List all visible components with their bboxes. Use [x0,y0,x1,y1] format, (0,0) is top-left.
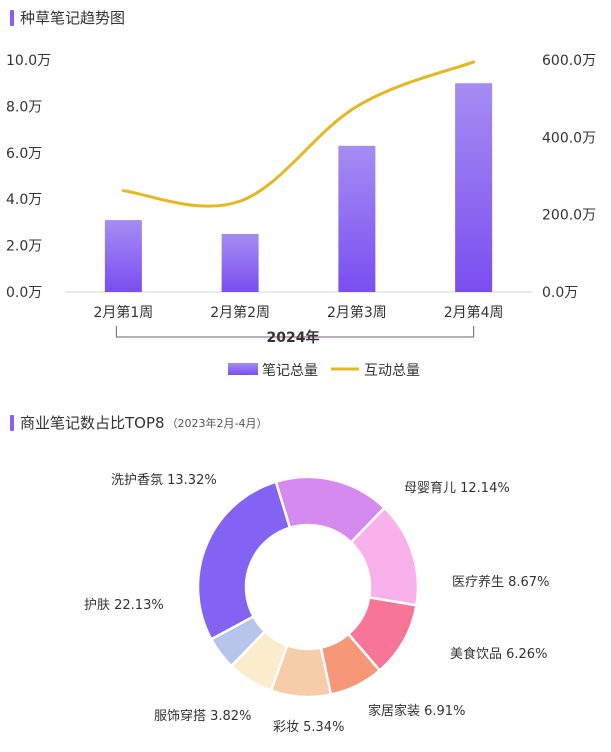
chart-legend: 笔记总量 互动总量 [228,363,420,379]
donut-slice-label: 家居家装 6.91% [368,703,465,719]
trend-title-text: 种草笔记趋势图 [20,9,126,27]
donut-slice-label: 服饰穿搭 3.82% [154,708,251,724]
donut-slice-label: 美食饮品 6.26% [450,646,547,662]
title-accent-bar [10,414,14,431]
share-subtitle-text: （2023年2月-4月） [166,416,268,430]
y-left-tick-label: 0.0万 [6,285,42,301]
legend-swatch-bar [228,363,258,375]
x-tick-label: 2月第4周 [444,304,504,321]
legend-label-line: 互动总量 [364,363,420,379]
x-tick-label: 2月第3周 [327,304,387,321]
y-left-tick-label: 8.0万 [6,99,42,115]
trend-section-title: 种草笔记趋势图 [10,7,125,28]
y-left-tick-label: 10.0万 [6,53,51,69]
y-right-tick-label: 400.0万 [542,130,596,146]
title-accent-bar [10,9,14,26]
notes-trend-chart: 0.0万 2.0万 4.0万 6.0万 8.0万 10.0万 0.0万 200.0万 400.0… [6,53,596,379]
share-section-title: 商业笔记数占比TOP8 （2023年2月-4月） [10,412,268,433]
line-interactions-total [121,60,476,208]
group-label: 2024年 [267,329,320,346]
group-bracket [115,326,475,338]
share-title-text: 商业笔记数占比TOP8 [20,414,165,432]
donut-slice-label: 母婴育儿 12.14% [404,480,510,496]
bar-notes-total [221,234,259,292]
y-right-tick-label: 600.0万 [542,53,596,69]
legend-label-bar: 笔记总量 [262,363,318,379]
donut-slice-label: 护肤 22.13% [84,598,164,613]
y-right-tick-label: 200.0万 [542,208,596,224]
x-tick-label: 2月第1周 [93,304,153,321]
donut-slice [196,480,292,641]
x-tick-label: 2月第2周 [210,304,270,321]
bar-notes-total [338,145,376,292]
bar-notes-total [455,83,493,292]
y-left-tick-label: 4.0万 [6,192,42,208]
y-left-tick-label: 2.0万 [6,239,42,255]
donut-slice-label: 医疗养生 8.67% [452,574,549,590]
y-left-tick-label: 6.0万 [6,146,42,162]
y-right-tick-label: 0.0万 [542,285,578,301]
donut-slice-label: 彩妆 5.34% [273,720,344,735]
donut-slice-label: 洗护香氛 13.32% [111,473,217,488]
bar-notes-total [104,220,142,292]
